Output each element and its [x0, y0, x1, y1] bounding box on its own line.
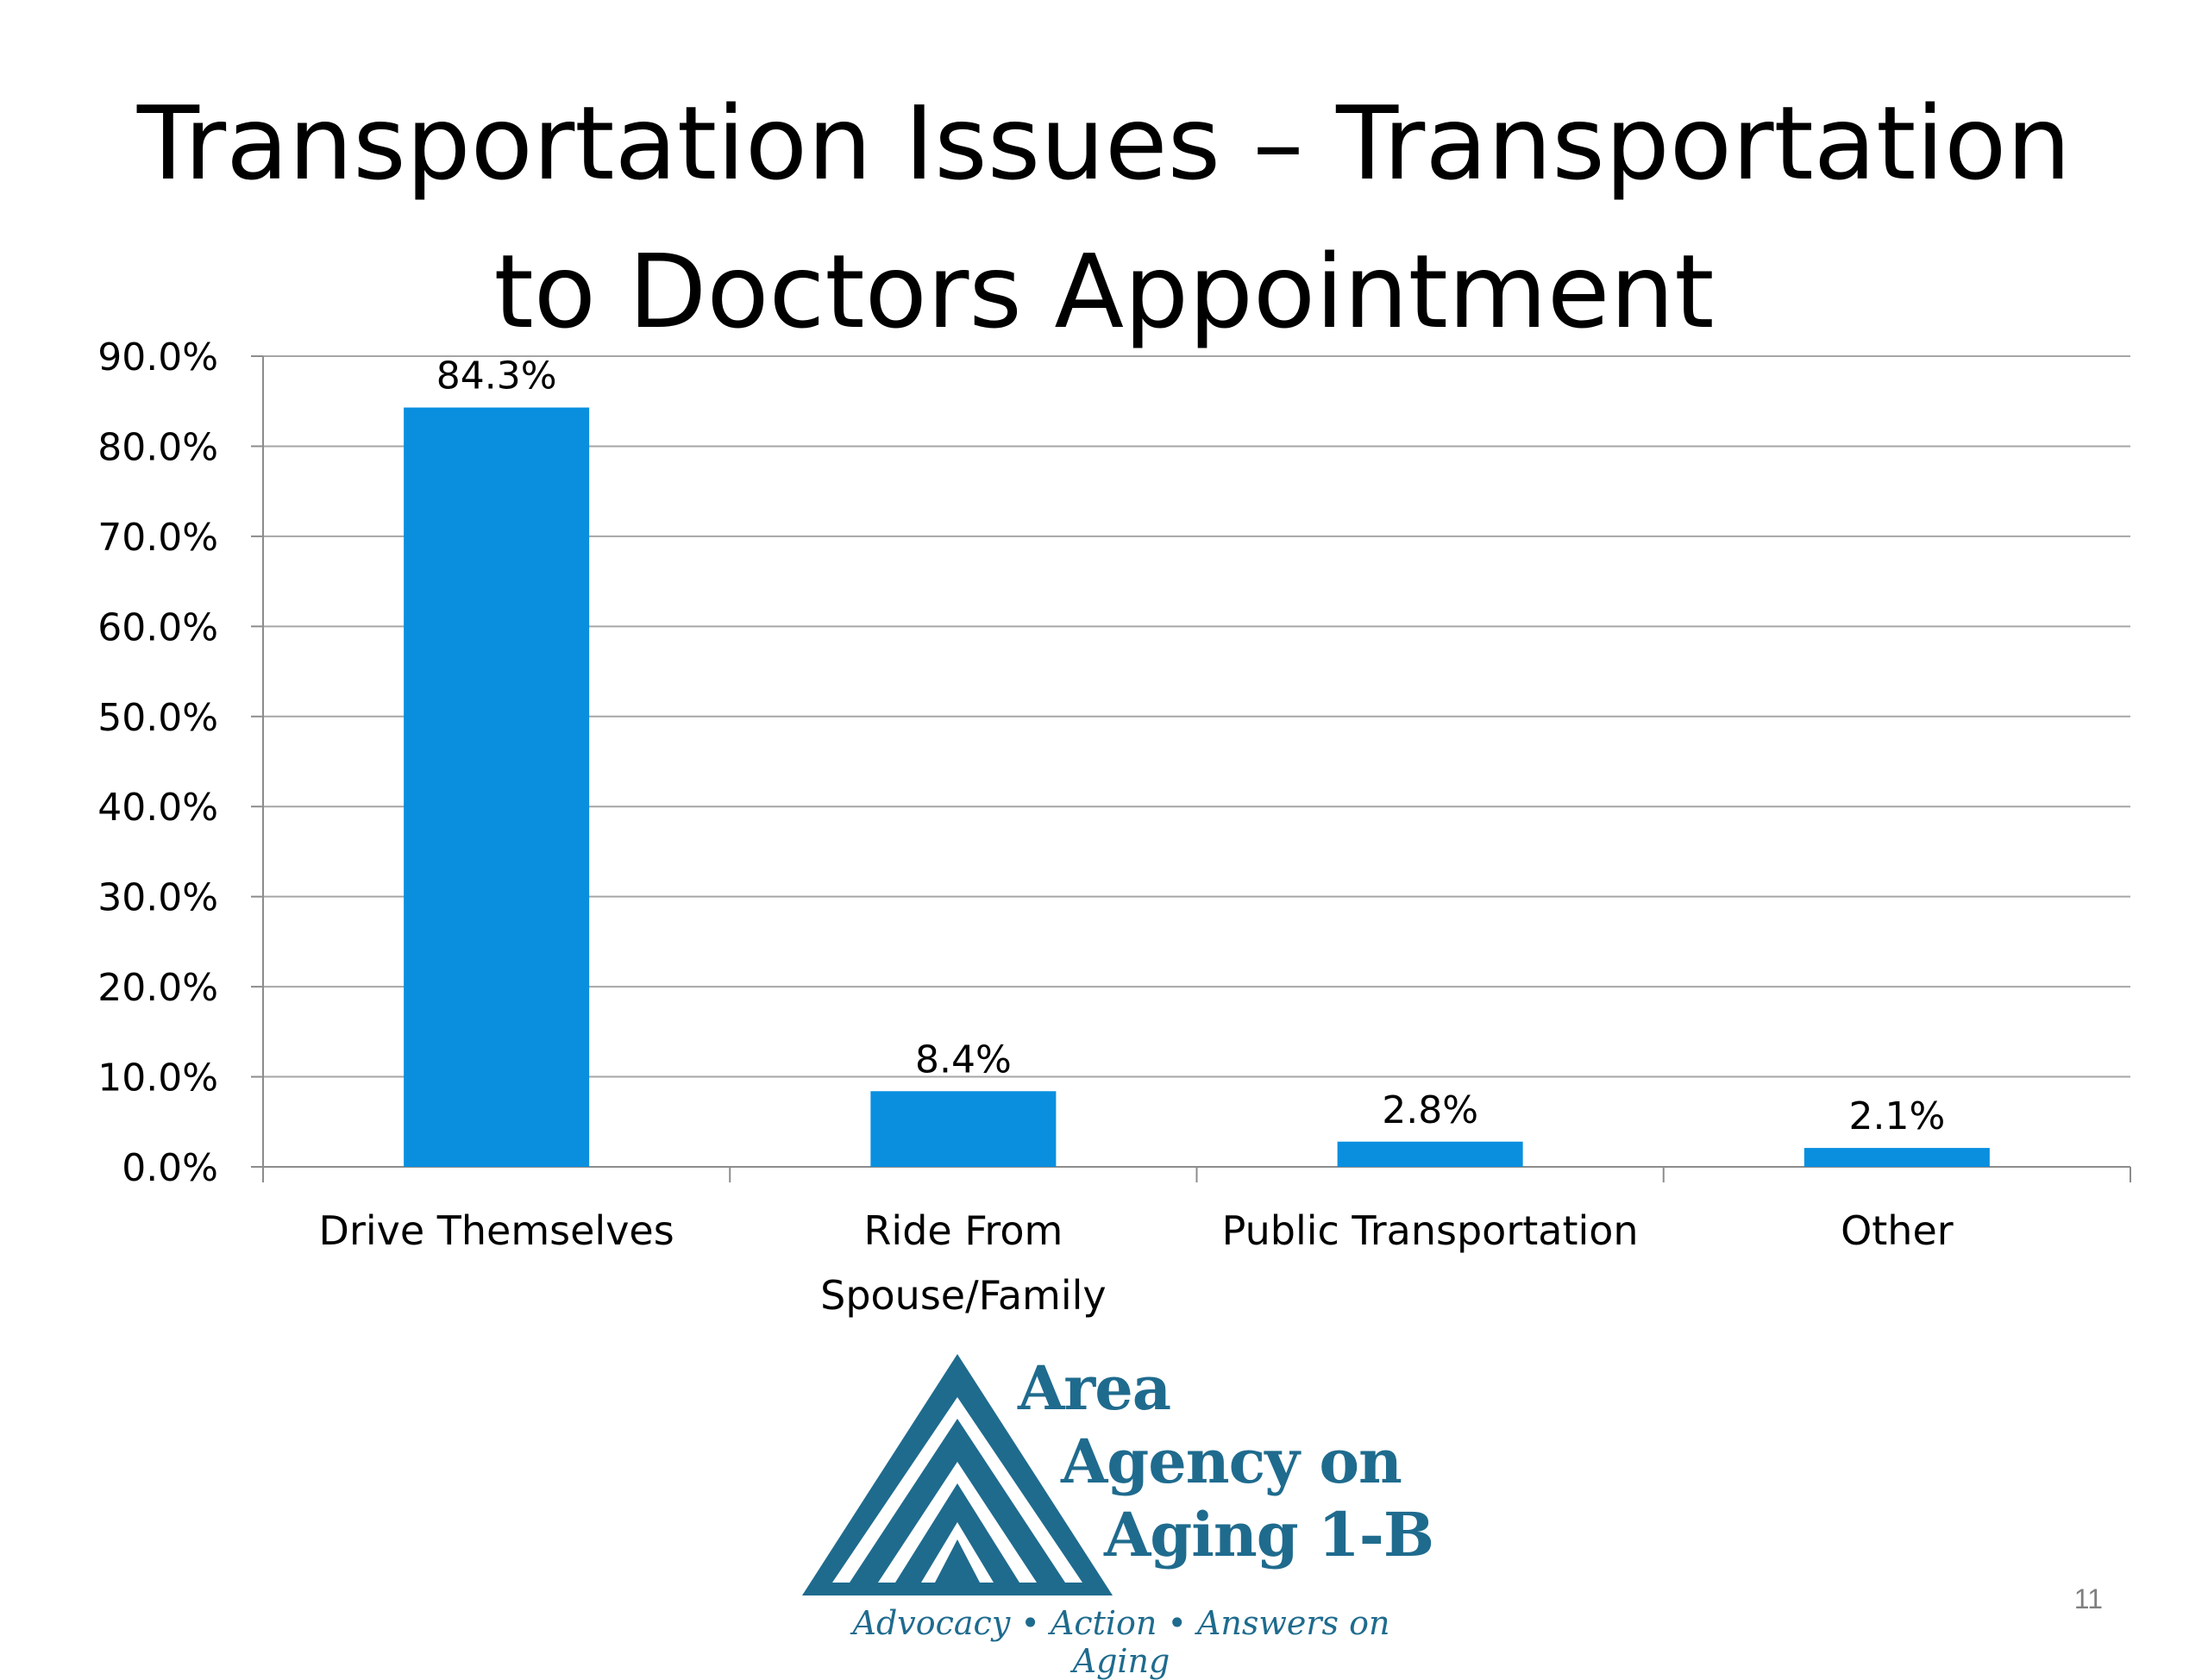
- slide-title-line-1: Transportation Issues – Transportation: [136, 84, 2072, 203]
- agency-logo: Area Agency on Aging 1-B Advocacy • Acti…: [802, 1345, 1440, 1680]
- x-category-label: Public Transportation: [1222, 1207, 1639, 1254]
- y-tick-label: 50.0%: [97, 696, 218, 740]
- y-tick-label: 0.0%: [122, 1146, 218, 1190]
- x-category-label: Ride From: [863, 1207, 1063, 1254]
- x-category-label: Drive Themselves: [319, 1207, 674, 1254]
- x-category-label: Spouse/Family: [820, 1272, 1106, 1319]
- data-label: 8.4%: [915, 1037, 1012, 1081]
- slide-title: Transportation Issues – Transportation t…: [0, 69, 2208, 366]
- slide-title-line-2: to Doctors Appointment: [493, 232, 1715, 351]
- bar: [870, 1091, 1057, 1167]
- logo-tagline: Advocacy • Action • Answers on Aging: [852, 1604, 1390, 1680]
- bar: [1337, 1141, 1523, 1167]
- page-number: 11: [2073, 1583, 2103, 1614]
- triangle-logo-icon: [802, 1354, 1113, 1595]
- data-label: 2.8%: [1382, 1088, 1478, 1132]
- y-tick-label: 80.0%: [97, 425, 218, 469]
- y-tick-label: 30.0%: [97, 876, 218, 920]
- y-tick-label: 90.0%: [97, 335, 218, 379]
- y-tick-label: 40.0%: [97, 786, 218, 830]
- logo-line-2: Agency on: [1061, 1426, 1402, 1497]
- x-category-label: Other: [1841, 1207, 1954, 1254]
- bar: [1803, 1148, 1990, 1167]
- y-tick-label: 60.0%: [97, 605, 218, 649]
- bar: [404, 407, 590, 1167]
- y-tick-label: 70.0%: [97, 516, 218, 560]
- y-tick-label: 10.0%: [97, 1056, 218, 1100]
- logo-line-1: Area: [1018, 1352, 1171, 1424]
- data-label: 2.1%: [1848, 1094, 1945, 1138]
- logo-line-3: Aging 1-B: [1104, 1499, 1434, 1570]
- data-label: 84.3%: [436, 354, 557, 398]
- y-tick-label: 20.0%: [97, 966, 218, 1010]
